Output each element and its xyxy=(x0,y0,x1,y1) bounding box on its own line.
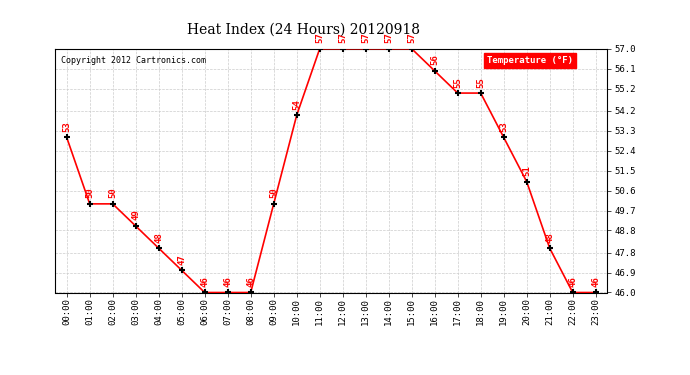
Text: 57: 57 xyxy=(315,33,324,43)
Text: Heat Index (24 Hours) 20120918: Heat Index (24 Hours) 20120918 xyxy=(187,22,420,36)
Text: 50: 50 xyxy=(85,188,95,198)
Text: 57: 57 xyxy=(338,33,347,43)
Text: 50: 50 xyxy=(108,188,117,198)
Text: Copyright 2012 Cartronics.com: Copyright 2012 Cartronics.com xyxy=(61,56,206,65)
Text: 46: 46 xyxy=(246,276,255,287)
Text: Temperature (°F): Temperature (°F) xyxy=(487,56,573,65)
Text: 48: 48 xyxy=(545,232,554,243)
Text: 46: 46 xyxy=(568,276,578,287)
Text: 55: 55 xyxy=(453,77,462,87)
Text: 53: 53 xyxy=(62,121,71,132)
Text: 50: 50 xyxy=(269,188,278,198)
Text: 54: 54 xyxy=(292,99,302,109)
Text: 53: 53 xyxy=(499,121,509,132)
Text: 46: 46 xyxy=(591,276,600,287)
Text: 57: 57 xyxy=(384,33,393,43)
Text: 55: 55 xyxy=(476,77,485,87)
Text: 56: 56 xyxy=(430,55,440,65)
Text: 48: 48 xyxy=(154,232,164,243)
Text: 57: 57 xyxy=(407,33,416,43)
Text: 47: 47 xyxy=(177,254,186,265)
Text: 57: 57 xyxy=(361,33,371,43)
Text: 46: 46 xyxy=(200,276,209,287)
Text: 49: 49 xyxy=(131,210,140,220)
Text: 51: 51 xyxy=(522,165,531,176)
Text: 46: 46 xyxy=(223,276,233,287)
